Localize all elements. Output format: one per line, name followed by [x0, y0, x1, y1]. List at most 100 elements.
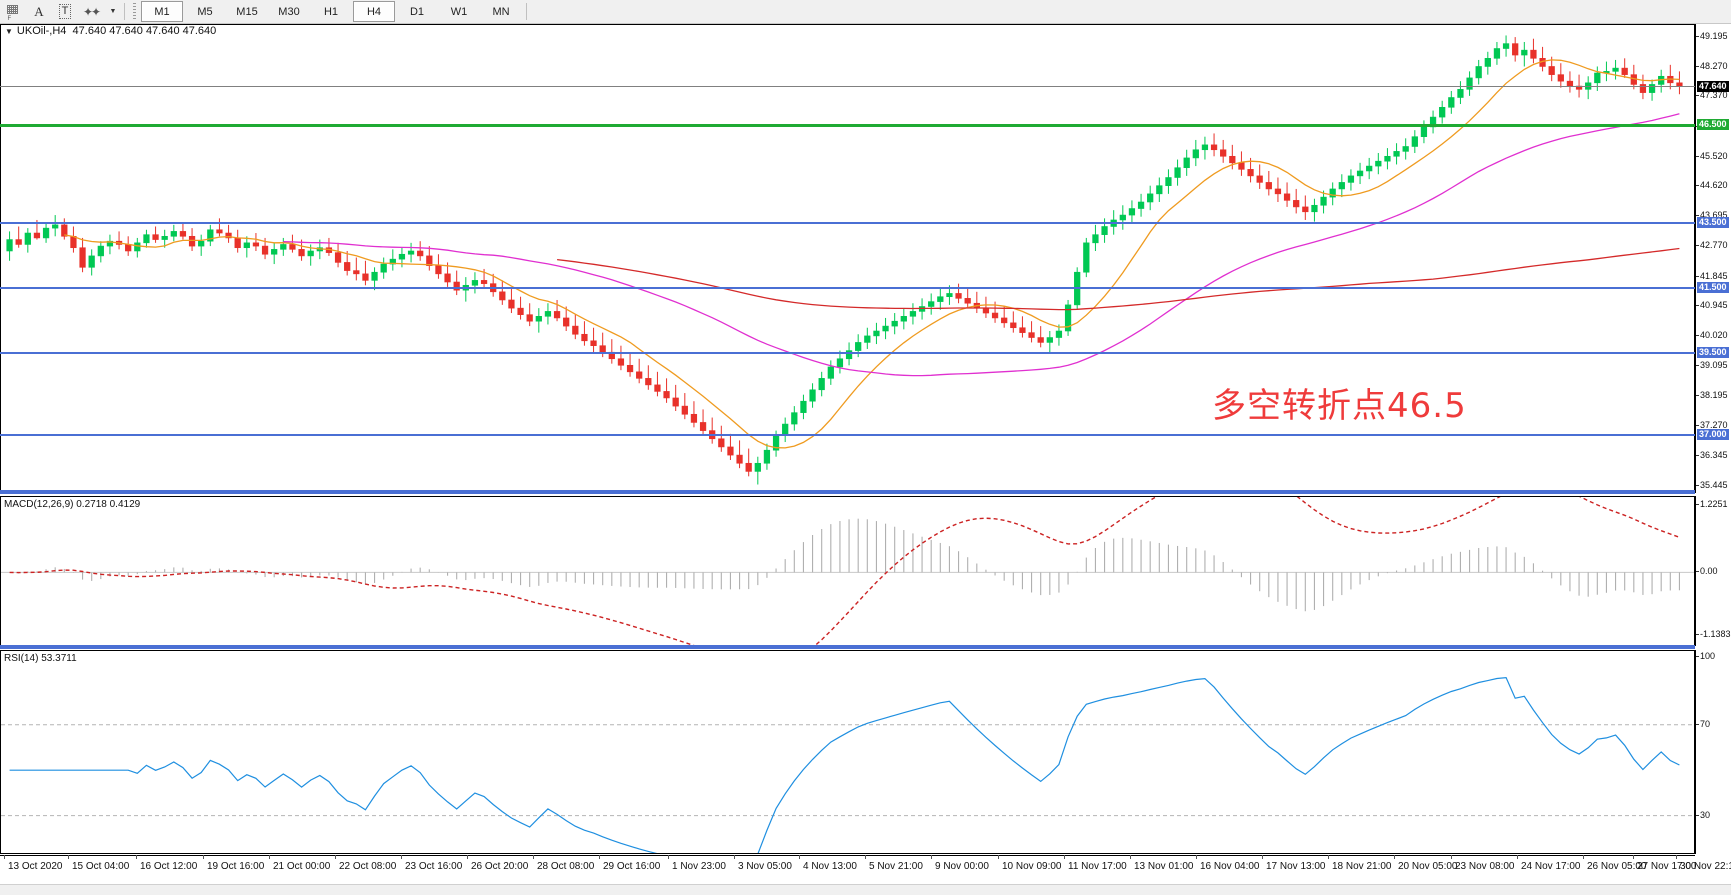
status-bar — [0, 884, 1731, 895]
chart-menu-caret-icon[interactable]: ▼ — [5, 26, 13, 36]
time-label: 4 Nov 13:00 — [799, 855, 857, 872]
level-line-blue-0[interactable] — [0, 221, 1695, 224]
time-label: 17 Nov 13:00 — [1262, 855, 1326, 872]
current-price-tag: 47.640 — [1697, 81, 1729, 93]
time-label: 22 Oct 08:00 — [334, 855, 397, 872]
rsi-tick: 30 — [1696, 810, 1710, 820]
time-axis-rule — [0, 855, 1695, 856]
rsi-plot — [1, 651, 1694, 853]
panel-divider-macd[interactable] — [0, 490, 1695, 494]
symbol-ohlc-text: UKOil-,H4 47.640 47.640 47.640 47.640 — [16, 25, 217, 37]
toolbar-grip[interactable] — [133, 3, 136, 20]
time-label: 28 Oct 08:00 — [532, 855, 595, 872]
time-label: 30 Nov 22:15 — [1676, 855, 1731, 872]
timeframe-m1[interactable]: M1 — [141, 1, 183, 22]
price-tick: 47.370 — [1696, 91, 1728, 100]
timeframe-w1[interactable]: W1 — [450, 5, 468, 18]
macd-tick: 1.2251 — [1696, 499, 1728, 509]
crosshair-icon[interactable] — [0, 1, 26, 22]
level-tag: 39.500 — [1697, 347, 1729, 359]
time-label: 11 Nov 17:00 — [1064, 855, 1127, 872]
price-tick: 41.845 — [1696, 271, 1728, 281]
chevron-down-icon[interactable]: ▼ — [109, 8, 117, 15]
price-tick: 38.195 — [1696, 390, 1728, 400]
toolbar-separator-end — [526, 3, 527, 20]
rsi-svg — [1, 676, 1694, 853]
text-box-icon[interactable]: T — [52, 1, 78, 22]
time-label: 19 Oct 16:00 — [202, 855, 265, 872]
current-price-line[interactable] — [0, 86, 1695, 88]
level-line-blue-3[interactable] — [0, 433, 1695, 436]
price-tick: 36.345 — [1696, 451, 1728, 460]
price-tick: 40.945 — [1696, 301, 1728, 310]
time-label: 27 Nov 17:00 — [1633, 855, 1697, 872]
macd-label: MACD(12,26,9) 0.2718 0.4129 — [4, 499, 141, 510]
time-label: 18 Nov 21:00 — [1328, 855, 1392, 872]
level-line-blue-1[interactable] — [0, 286, 1695, 289]
shapes-icon[interactable]: ✦✦ — [82, 4, 101, 19]
macd-scale: 1.2251 0.00 -1.1383 — [1695, 496, 1731, 646]
price-tick: 43.695 — [1696, 211, 1728, 220]
timeframe-h4[interactable]: H4 — [353, 1, 395, 22]
level-tag: 37.000 — [1697, 428, 1729, 440]
time-label: 16 Nov 04:00 — [1196, 855, 1260, 872]
time-label: 1 Nov 23:00 — [668, 855, 726, 872]
macd-svg — [1, 497, 1694, 645]
time-label: 15 Oct 04:00 — [67, 855, 130, 872]
price-tick: 39.095 — [1696, 361, 1728, 370]
time-label: 23 Nov 08:00 — [1451, 855, 1515, 872]
time-label: 21 Oct 00:00 — [268, 855, 331, 872]
panel-divider-rsi[interactable] — [0, 645, 1695, 649]
timeframe-m30[interactable]: M30 — [278, 5, 300, 18]
price-tick: 44.620 — [1696, 181, 1728, 190]
time-label: 20 Nov 05:00 — [1394, 855, 1458, 872]
level-tag: 43.500 — [1697, 216, 1729, 228]
rsi-tick: 70 — [1696, 719, 1710, 729]
price-panel[interactable] — [0, 24, 1695, 493]
level-line-green[interactable] — [0, 123, 1695, 127]
price-tick: 35.445 — [1696, 480, 1728, 490]
price-tick: 37.270 — [1696, 421, 1728, 430]
timeframe-m5[interactable]: M5 — [197, 5, 213, 18]
time-label: 26 Oct 20:00 — [466, 855, 529, 872]
rsi-label: RSI(14) 53.3711 — [4, 653, 77, 664]
timeframe-mn[interactable]: MN — [492, 5, 510, 18]
time-label: 13 Oct 2020 — [3, 855, 63, 872]
rsi-panel[interactable] — [0, 650, 1695, 854]
rsi-tick: 100 — [1696, 651, 1715, 661]
timeframe-h1[interactable]: H1 — [323, 5, 339, 18]
time-label: 26 Nov 05:00 — [1583, 855, 1647, 872]
time-label: 5 Nov 21:00 — [865, 855, 923, 872]
time-label: 10 Nov 09:00 — [998, 855, 1062, 872]
text-label-icon[interactable]: A — [34, 3, 44, 19]
timeframe-m15[interactable]: M15 — [236, 5, 258, 18]
level-tag: 41.500 — [1697, 281, 1729, 293]
price-tick: 40.020 — [1696, 331, 1728, 340]
symbol-info: ▼ UKOil-,H4 47.640 47.640 47.640 47.640 — [0, 24, 216, 38]
macd-panel[interactable] — [0, 496, 1695, 646]
timeframe-bar: M1 M5 M15 M30 H1 H4 D1 W1 MN — [140, 1, 522, 22]
macd-plot — [1, 497, 1694, 645]
macd-tick: 0.00 — [1696, 567, 1718, 576]
timeframe-d1[interactable]: D1 — [409, 5, 425, 18]
rsi-scale: 100 70 30 — [1695, 650, 1731, 854]
macd-tick: -1.1383 — [1696, 630, 1731, 639]
price-tick: 49.195 — [1696, 31, 1728, 41]
toolbar-separator — [124, 3, 125, 20]
time-label: 29 Oct 16:00 — [598, 855, 661, 872]
price-tick: 48.270 — [1696, 61, 1728, 71]
time-label: 24 Nov 17:00 — [1517, 855, 1581, 872]
time-label: 16 Oct 12:00 — [135, 855, 198, 872]
time-label: 13 Nov 01:00 — [1130, 855, 1194, 872]
level-tag: 46.500 — [1697, 118, 1729, 130]
price-scale[interactable]: 49.19548.27047.37046.44245.52044.62043.6… — [1695, 24, 1731, 493]
price-tick: 42.770 — [1696, 241, 1728, 250]
time-label: 9 Nov 00:00 — [931, 855, 989, 872]
chart-annotation: 多空转折点46.5 — [1212, 386, 1467, 426]
time-label: 23 Oct 16:00 — [400, 855, 463, 872]
price-tick: 45.520 — [1696, 151, 1728, 161]
level-line-blue-2[interactable] — [0, 352, 1695, 355]
toolbar: A T ✦✦ ▼ M1 M5 M15 M30 H1 H4 D1 W1 MN — [0, 0, 1731, 24]
time-label: 3 Nov 05:00 — [734, 855, 792, 872]
